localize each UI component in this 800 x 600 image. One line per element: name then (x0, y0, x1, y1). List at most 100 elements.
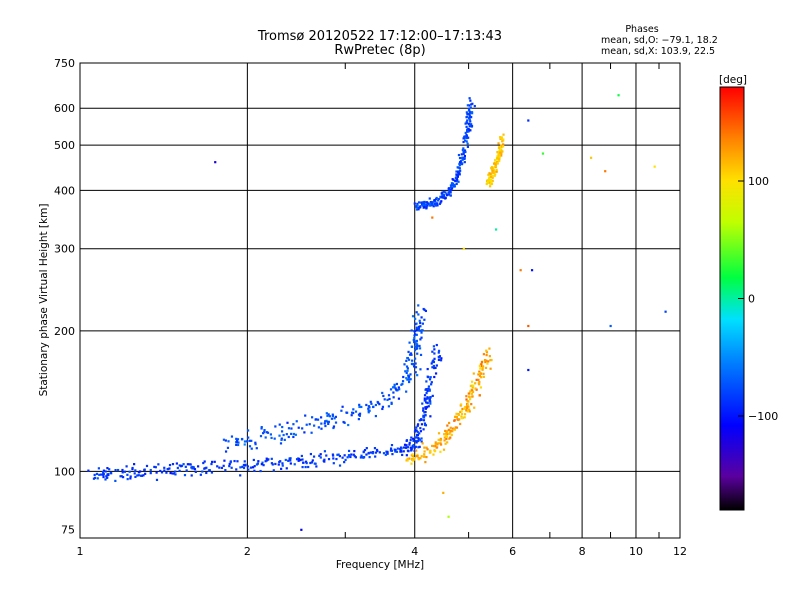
data-point (255, 463, 259, 466)
data-point (496, 155, 499, 158)
data-point (129, 475, 132, 478)
data-point (415, 322, 418, 325)
data-point (494, 173, 497, 176)
data-point (394, 450, 397, 453)
data-point (466, 405, 469, 408)
data-point (418, 206, 422, 209)
data-point (353, 449, 356, 453)
data-point (455, 182, 458, 186)
data-point (468, 110, 471, 113)
data-point (237, 441, 240, 444)
data-point (470, 123, 473, 126)
data-point (210, 471, 214, 474)
data-point (478, 364, 481, 368)
y-tick-label: 100 (54, 465, 75, 478)
data-point (461, 416, 464, 419)
data-point (500, 137, 503, 140)
data-point (489, 367, 492, 370)
data-point (394, 449, 397, 452)
data-points (87, 94, 667, 531)
data-point (426, 397, 429, 400)
data-point (216, 465, 219, 468)
data-point (314, 418, 317, 421)
data-point (347, 423, 350, 427)
data-point (457, 172, 460, 175)
data-point (410, 457, 414, 460)
data-point (467, 392, 470, 395)
data-point (414, 439, 417, 443)
data-point (413, 449, 416, 452)
data-point (432, 453, 435, 456)
data-point (280, 430, 284, 433)
data-point (430, 444, 434, 448)
data-point (348, 455, 351, 458)
data-point (486, 181, 489, 184)
data-point (413, 458, 416, 461)
data-point (183, 474, 187, 477)
data-point (172, 472, 175, 475)
data-point (491, 167, 494, 170)
data-point (454, 426, 457, 429)
data-point (412, 437, 415, 440)
data-point (419, 325, 422, 328)
data-point (492, 162, 496, 165)
data-point (265, 457, 268, 460)
data-point (303, 431, 306, 434)
data-point (428, 202, 432, 205)
data-point (604, 170, 607, 173)
data-point (154, 466, 157, 469)
data-point (107, 473, 110, 476)
data-point (481, 365, 485, 368)
data-point (437, 358, 441, 362)
data-point (415, 455, 418, 458)
data-point (308, 423, 311, 426)
data-point (468, 97, 471, 100)
data-point (464, 150, 467, 154)
colorbar-tick-label: 0 (748, 293, 755, 306)
data-point (274, 462, 277, 466)
x-tick-label: 2 (244, 545, 251, 558)
data-point (407, 350, 410, 354)
data-point (325, 419, 328, 422)
data-point (490, 182, 494, 185)
data-point (488, 172, 491, 175)
data-point (455, 412, 458, 415)
data-point (387, 405, 390, 408)
data-point (96, 477, 99, 480)
x-tick-label: 10 (629, 545, 643, 558)
data-point (294, 433, 297, 436)
data-point (415, 333, 418, 336)
data-point (485, 182, 488, 186)
y-tick-label: 600 (54, 102, 75, 115)
data-point (433, 352, 436, 355)
data-point (235, 439, 239, 442)
data-point (341, 405, 344, 408)
data-point (421, 201, 424, 204)
data-point (413, 340, 416, 344)
data-point (184, 465, 187, 468)
data-point (243, 440, 247, 443)
data-point (462, 140, 465, 144)
data-point (384, 453, 387, 456)
data-point (439, 201, 442, 204)
data-point (405, 365, 409, 368)
data-point (302, 461, 305, 464)
data-point (106, 467, 109, 470)
data-point (405, 439, 408, 442)
data-point (222, 438, 226, 441)
data-point (449, 426, 452, 429)
data-point (315, 465, 318, 468)
data-point (479, 367, 482, 370)
data-point (390, 401, 393, 404)
data-point (458, 418, 461, 421)
data-point (431, 201, 434, 204)
data-point (301, 465, 304, 469)
data-point (453, 185, 456, 188)
data-point (415, 328, 418, 331)
data-point (133, 472, 136, 475)
data-point (325, 412, 328, 415)
data-point (413, 330, 417, 333)
data-point (426, 396, 429, 399)
data-point (489, 175, 493, 178)
data-point (410, 353, 413, 356)
